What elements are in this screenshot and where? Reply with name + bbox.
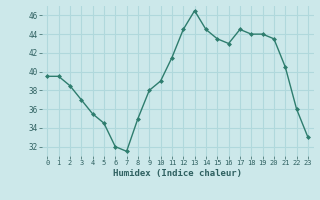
X-axis label: Humidex (Indice chaleur): Humidex (Indice chaleur) — [113, 169, 242, 178]
